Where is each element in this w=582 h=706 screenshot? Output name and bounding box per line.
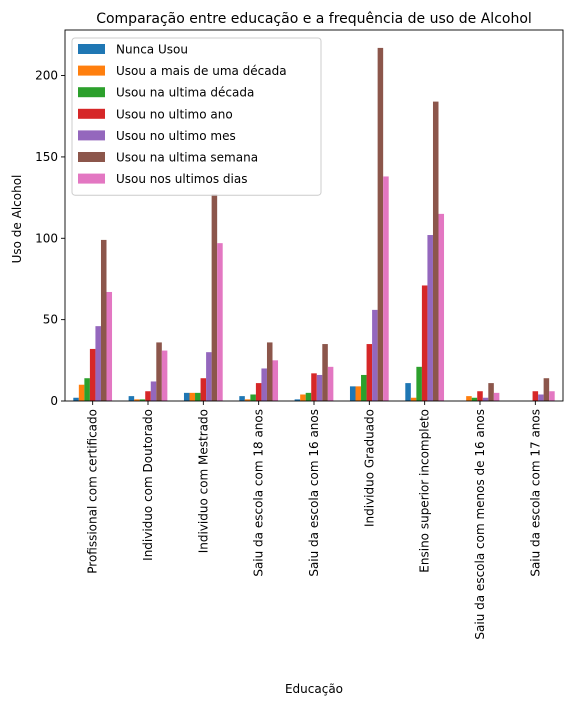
- bar-series-4-cat-2: [206, 352, 212, 401]
- bar-series-5-cat-1: [156, 342, 162, 401]
- bar-series-4-cat-5: [372, 309, 378, 401]
- bar-series-0-cat-3: [239, 396, 245, 401]
- x-axis-title: Educação: [285, 682, 343, 696]
- bar-series-0-cat-6: [405, 383, 411, 401]
- bar-series-3-cat-1: [145, 391, 151, 401]
- legend-label-0: Nunca Usou: [116, 43, 188, 57]
- bar-series-3-cat-4: [311, 373, 317, 401]
- bar-series-2-cat-6: [416, 366, 422, 401]
- bar-series-4-cat-4: [316, 374, 323, 401]
- bar-series-3-cat-2: [200, 378, 207, 401]
- legend-label-2: Usou na ultima década: [116, 86, 254, 100]
- bar-series-1-cat-0: [78, 384, 85, 401]
- bar-series-0-cat-1: [128, 396, 135, 401]
- legend-box: [71, 37, 322, 196]
- bar-series-4-cat-0: [95, 326, 101, 401]
- y-tick-label-0: 0: [50, 394, 58, 408]
- y-axis-ticks: 0 50 100 150 200: [35, 69, 65, 408]
- bar-series-4-cat-3: [261, 368, 267, 401]
- bar-series-6-cat-4: [327, 366, 334, 401]
- bar-series-5-cat-7: [488, 383, 494, 401]
- bar-series-5-cat-0: [100, 239, 107, 401]
- x-tick-label-3: Saiu da escola com 18 anos: [252, 409, 266, 577]
- bar-series-1-cat-2: [189, 392, 196, 401]
- bar-series-3-cat-8: [532, 391, 539, 401]
- x-tick-label-0: Profissional com certificado: [86, 409, 100, 574]
- bar-series-5-cat-2: [211, 194, 218, 401]
- bar-series-3-cat-6: [421, 285, 428, 401]
- bar-series-2-cat-2: [195, 392, 201, 401]
- bar-series-0-cat-0: [73, 397, 79, 401]
- bar-series-2-cat-0: [84, 378, 90, 401]
- legend-label-4: Usou no ultimo mes: [116, 129, 236, 143]
- bar-series-6-cat-2: [217, 243, 223, 401]
- bar-series-4-cat-8: [538, 394, 544, 401]
- bar-series-2-cat-1: [139, 399, 146, 401]
- legend-swatch-4: [78, 130, 105, 141]
- bar-series-4-cat-1: [150, 381, 157, 401]
- y-tick-label-3: 150: [35, 150, 58, 164]
- bar-series-2-cat-7: [471, 397, 478, 401]
- legend-swatch-0: [78, 44, 105, 54]
- bar-series-4-cat-6: [427, 235, 433, 401]
- bars-group: [73, 47, 555, 402]
- bar-series-2-cat-5: [361, 374, 367, 401]
- bar-series-6-cat-6: [438, 213, 445, 401]
- x-tick-label-1: Individuo com Doutorado: [141, 409, 155, 561]
- bar-series-1-cat-6: [410, 397, 417, 401]
- bar-series-1-cat-5: [355, 386, 362, 401]
- legend-swatch-6: [78, 173, 105, 184]
- bar-series-3-cat-3: [255, 383, 262, 401]
- x-tick-label-5: Individuo Graduado: [362, 409, 376, 527]
- legend: Nunca Usou Usou a mais de uma década Usou …: [71, 37, 322, 196]
- legend-label-3: Usou no ultimo ano: [116, 107, 233, 121]
- bar-series-5-cat-4: [322, 344, 328, 401]
- bar-series-1-cat-4: [300, 394, 306, 401]
- bar-series-3-cat-7: [477, 391, 483, 401]
- bar-series-1-cat-7: [466, 396, 472, 401]
- legend-swatch-1: [78, 65, 105, 76]
- bar-series-6-cat-3: [272, 360, 279, 401]
- bar-series-5-cat-3: [266, 342, 273, 401]
- legend-label-5: Usou na ultima semana: [116, 151, 258, 165]
- x-axis-ticks: Profissional com certificado Individuo co…: [86, 401, 542, 640]
- chart-title: Comparação entre educação e a frequência…: [96, 11, 532, 27]
- y-tick-label-1: 50: [43, 313, 58, 327]
- bar-series-6-cat-1: [161, 350, 168, 401]
- bar-series-0-cat-2: [183, 392, 190, 401]
- x-tick-label-6: Ensino superior incompleto: [418, 409, 432, 573]
- bar-series-6-cat-0: [106, 291, 113, 401]
- x-tick-label-7: Saiu da escola com menos de 16 anos: [473, 409, 487, 640]
- bar-series-2-cat-3: [250, 394, 256, 401]
- bar-series-0-cat-5: [349, 386, 356, 401]
- x-tick-label-2: Individuo com Mestrado: [196, 409, 210, 553]
- plot-area-frame: [64, 29, 564, 402]
- legend-label-6: Usou nos ultimos dias: [116, 172, 247, 186]
- bar-series-6-cat-5: [383, 176, 389, 401]
- y-tick-label-2: 100: [35, 231, 58, 245]
- legend-swatch-5: [78, 152, 105, 162]
- bar-series-5-cat-6: [432, 101, 439, 401]
- bar-series-1-cat-1: [134, 399, 140, 401]
- legend-label-1: Usou a mais de uma década: [116, 64, 287, 78]
- bar-series-5-cat-8: [543, 378, 550, 401]
- bar-series-6-cat-7: [493, 392, 500, 401]
- bar-series-6-cat-8: [549, 391, 555, 401]
- legend-swatch-2: [78, 87, 105, 98]
- bar-series-3-cat-5: [366, 344, 373, 401]
- y-axis-title: Uso de Alcohol: [10, 175, 24, 264]
- x-tick-label-4: Saiu da escola com 16 anos: [307, 409, 321, 577]
- legend-swatch-3: [78, 108, 105, 119]
- bar-series-3-cat-0: [89, 348, 96, 401]
- bar-series-2-cat-4: [305, 392, 312, 401]
- bar-series-5-cat-5: [377, 47, 384, 402]
- bar-series-4-cat-7: [482, 397, 489, 401]
- bar-series-1-cat-3: [244, 399, 251, 401]
- x-tick-label-8: Saiu da escola com 17 anos: [528, 409, 542, 577]
- y-tick-label-4: 200: [35, 69, 58, 83]
- bar-series-0-cat-4: [294, 399, 301, 401]
